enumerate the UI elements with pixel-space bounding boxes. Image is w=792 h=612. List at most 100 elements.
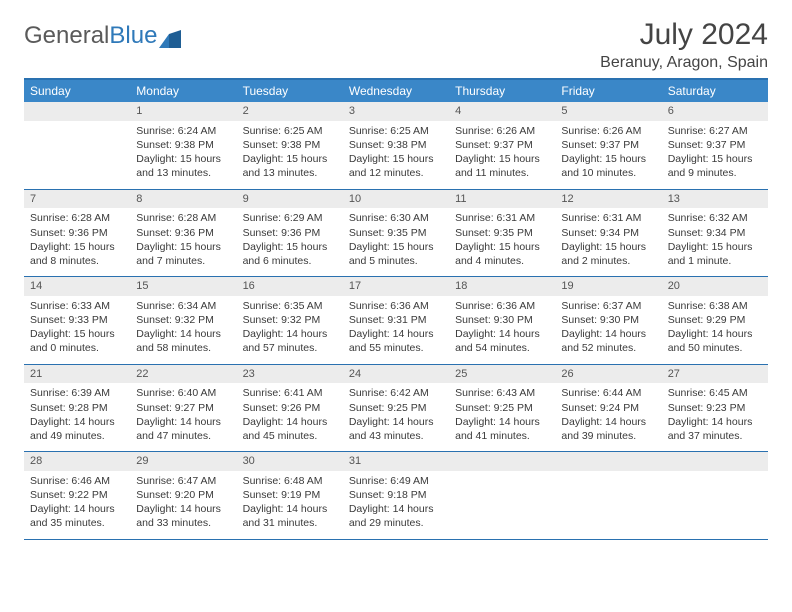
sunrise-line: Sunrise: 6:37 AM	[561, 299, 655, 313]
header: GeneralBlue July 2024 Beranuy, Aragon, S…	[24, 18, 768, 72]
day-number: 31	[343, 452, 449, 471]
day-cell: 11 Sunrise: 6:31 AMSunset: 9:35 PMDayligh…	[449, 190, 555, 277]
day-cell	[449, 452, 555, 539]
day-number: 16	[237, 277, 343, 296]
sunset-line: Sunset: 9:38 PM	[243, 138, 337, 152]
sunrise-line: Sunrise: 6:30 AM	[349, 211, 443, 225]
day-cell: 13Sunrise: 6:32 AMSunset: 9:34 PMDayligh…	[662, 190, 768, 277]
day-number: 26	[555, 365, 661, 384]
daylight-line: Daylight: 14 hours and 57 minutes.	[243, 327, 337, 355]
daylight-line: Daylight: 15 hours and 9 minutes.	[668, 152, 762, 180]
sunset-line: Sunset: 9:37 PM	[561, 138, 655, 152]
sunset-line: Sunset: 9:29 PM	[668, 313, 762, 327]
dow-sunday: Sunday	[24, 80, 130, 102]
week-row: 7Sunrise: 6:28 AMSunset: 9:36 PMDaylight…	[24, 190, 768, 278]
sunrise-line: Sunrise: 6:28 AM	[30, 211, 124, 225]
daylight-line: Daylight: 14 hours and 47 minutes.	[136, 415, 230, 443]
sunrise-line: Sunrise: 6:42 AM	[349, 386, 443, 400]
day-cell: 4Sunrise: 6:26 AMSunset: 9:37 PMDaylight…	[449, 102, 555, 189]
day-number: 10	[343, 190, 449, 209]
sunset-line: Sunset: 9:35 PM	[349, 226, 443, 240]
sunrise-line: Sunrise: 6:47 AM	[136, 474, 230, 488]
dow-tuesday: Tuesday	[237, 80, 343, 102]
daylight-line: Daylight: 14 hours and 41 minutes.	[455, 415, 549, 443]
day-cell: 21Sunrise: 6:39 AMSunset: 9:28 PMDayligh…	[24, 365, 130, 452]
day-number: 5	[555, 102, 661, 121]
day-number: 30	[237, 452, 343, 471]
sunrise-line: Sunrise: 6:36 AM	[349, 299, 443, 313]
daylight-line: Daylight: 15 hours and 13 minutes.	[243, 152, 337, 180]
day-number: 4	[449, 102, 555, 121]
daylight-line: Daylight: 15 hours and 6 minutes.	[243, 240, 337, 268]
day-body: Sunrise: 6:36 AMSunset: 9:31 PMDaylight:…	[343, 299, 449, 356]
day-body: Sunrise: 6:28 AMSunset: 9:36 PMDaylight:…	[24, 211, 130, 268]
day-cell: 25Sunrise: 6:43 AMSunset: 9:25 PMDayligh…	[449, 365, 555, 452]
sunrise-line: Sunrise: 6:31 AM	[455, 211, 549, 225]
sunrise-line: Sunrise: 6:49 AM	[349, 474, 443, 488]
sunrise-line: Sunrise: 6:44 AM	[561, 386, 655, 400]
daylight-line: Daylight: 14 hours and 49 minutes.	[30, 415, 124, 443]
sunset-line: Sunset: 9:34 PM	[561, 226, 655, 240]
day-cell: 10 Sunrise: 6:30 AMSunset: 9:35 PMDayligh…	[343, 190, 449, 277]
day-number: 7	[24, 190, 130, 209]
day-body: Sunrise: 6:24 AMSunset: 9:38 PMDaylight:…	[130, 124, 236, 181]
sunset-line: Sunset: 9:22 PM	[30, 488, 124, 502]
day-cell: 24Sunrise: 6:42 AMSunset: 9:25 PMDayligh…	[343, 365, 449, 452]
sunset-line: Sunset: 9:19 PM	[243, 488, 337, 502]
logo-text-1: General	[24, 22, 109, 50]
sunset-line: Sunset: 9:37 PM	[668, 138, 762, 152]
calendar-page: GeneralBlue July 2024 Beranuy, Aragon, S…	[0, 0, 792, 540]
daylight-line: Daylight: 14 hours and 31 minutes.	[243, 502, 337, 530]
day-cell: 17 Sunrise: 6:36 AMSunset: 9:31 PMDayligh…	[343, 277, 449, 364]
day-body: Sunrise: 6:48 AMSunset: 9:19 PMDaylight:…	[237, 474, 343, 531]
sunset-line: Sunset: 9:18 PM	[349, 488, 443, 502]
day-cell: 30 Sunrise: 6:48 AMSunset: 9:19 PMDayligh…	[237, 452, 343, 539]
day-cell: 15Sunrise: 6:34 AMSunset: 9:32 PMDayligh…	[130, 277, 236, 364]
day-cell: 22Sunrise: 6:40 AMSunset: 9:27 PMDayligh…	[130, 365, 236, 452]
sunrise-line: Sunrise: 6:32 AM	[668, 211, 762, 225]
day-cell: 31Sunrise: 6:49 AMSunset: 9:18 PMDayligh…	[343, 452, 449, 539]
day-body: Sunrise: 6:45 AMSunset: 9:23 PMDaylight:…	[662, 386, 768, 443]
day-cell: 28Sunrise: 6:46 AMSunset: 9:22 PMDayligh…	[24, 452, 130, 539]
sunrise-line: Sunrise: 6:25 AM	[243, 124, 337, 138]
sunrise-line: Sunrise: 6:34 AM	[136, 299, 230, 313]
daylight-line: Daylight: 14 hours and 39 minutes.	[561, 415, 655, 443]
sunset-line: Sunset: 9:20 PM	[136, 488, 230, 502]
day-number: 11	[449, 190, 555, 209]
day-number: 8	[130, 190, 236, 209]
day-cell: 12Sunrise: 6:31 AMSunset: 9:34 PMDayligh…	[555, 190, 661, 277]
dow-friday: Friday	[555, 80, 661, 102]
day-cell: 7 Sunrise: 6:28 AMSunset: 9:36 PMDaylight…	[24, 190, 130, 277]
daylight-line: Daylight: 15 hours and 1 minute.	[668, 240, 762, 268]
daylight-line: Daylight: 15 hours and 13 minutes.	[136, 152, 230, 180]
day-body: Sunrise: 6:29 AMSunset: 9:36 PMDaylight:…	[237, 211, 343, 268]
day-body: Sunrise: 6:31 AMSunset: 9:35 PMDaylight:…	[449, 211, 555, 268]
sunrise-line: Sunrise: 6:36 AM	[455, 299, 549, 313]
day-cell	[555, 452, 661, 539]
day-body: Sunrise: 6:37 AMSunset: 9:30 PMDaylight:…	[555, 299, 661, 356]
dow-monday: Monday	[130, 80, 236, 102]
sunset-line: Sunset: 9:31 PM	[349, 313, 443, 327]
sunset-line: Sunset: 9:28 PM	[30, 401, 124, 415]
day-cell: 5 Sunrise: 6:26 AMSunset: 9:37 PMDaylight…	[555, 102, 661, 189]
day-cell: 9 Sunrise: 6:29 AMSunset: 9:36 PMDaylight…	[237, 190, 343, 277]
day-number: 23	[237, 365, 343, 384]
day-body: Sunrise: 6:30 AMSunset: 9:35 PMDaylight:…	[343, 211, 449, 268]
day-number: 9	[237, 190, 343, 209]
sunrise-line: Sunrise: 6:25 AM	[349, 124, 443, 138]
sunset-line: Sunset: 9:33 PM	[30, 313, 124, 327]
sunset-line: Sunset: 9:36 PM	[243, 226, 337, 240]
daylight-line: Daylight: 14 hours and 43 minutes.	[349, 415, 443, 443]
day-number	[662, 452, 768, 471]
week-row: 28Sunrise: 6:46 AMSunset: 9:22 PMDayligh…	[24, 452, 768, 540]
day-cell: 29Sunrise: 6:47 AMSunset: 9:20 PMDayligh…	[130, 452, 236, 539]
daylight-line: Daylight: 15 hours and 7 minutes.	[136, 240, 230, 268]
day-number: 29	[130, 452, 236, 471]
day-cell: 26Sunrise: 6:44 AMSunset: 9:24 PMDayligh…	[555, 365, 661, 452]
day-number: 17	[343, 277, 449, 296]
day-number: 14	[24, 277, 130, 296]
day-number: 2	[237, 102, 343, 121]
sunset-line: Sunset: 9:36 PM	[30, 226, 124, 240]
day-body: Sunrise: 6:26 AMSunset: 9:37 PMDaylight:…	[555, 124, 661, 181]
day-cell: 8Sunrise: 6:28 AMSunset: 9:36 PMDaylight…	[130, 190, 236, 277]
